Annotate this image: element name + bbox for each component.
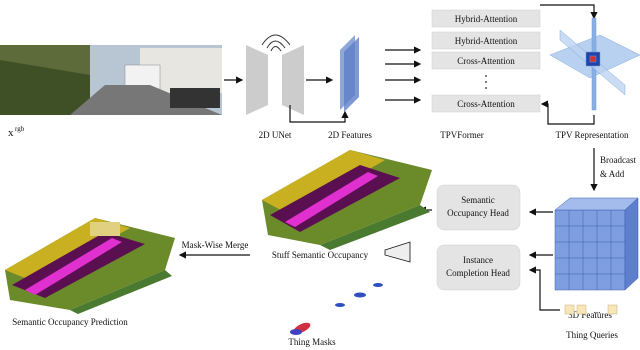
semantic-head-label: Occupancy Head bbox=[447, 208, 509, 218]
stuff-occupancy-map-part bbox=[285, 172, 378, 227]
features-2d-label: 2D Features bbox=[328, 130, 372, 140]
input-label: x bbox=[8, 127, 14, 139]
features-3d-shape-part bbox=[554, 197, 639, 211]
prediction-map-part bbox=[90, 222, 120, 236]
attention-blocks-part bbox=[431, 31, 541, 50]
tpv-label: TPV Representation bbox=[555, 130, 629, 140]
attention-blocks-part bbox=[485, 87, 487, 89]
attention-blocks-part bbox=[485, 81, 487, 83]
unet-shape-part bbox=[261, 34, 291, 52]
stuff-occupancy-map bbox=[262, 150, 432, 250]
thing-masks-shape-part bbox=[290, 329, 302, 335]
thing-queries-shape bbox=[564, 304, 618, 315]
thing-queries-shape-part bbox=[607, 304, 618, 315]
instance-head-box bbox=[436, 244, 521, 291]
ellipsis: ... bbox=[594, 305, 601, 315]
unet-label: 2D UNet bbox=[259, 130, 292, 140]
prediction-map bbox=[5, 218, 175, 314]
semantic-head-label: Semantic bbox=[461, 195, 495, 205]
unet-shape bbox=[246, 34, 304, 115]
attention-blocks-part bbox=[431, 51, 541, 70]
stuff-occupancy-map-part bbox=[262, 150, 385, 215]
attention-blocks-part bbox=[485, 75, 487, 77]
features-3d-shape-part bbox=[555, 210, 625, 290]
attention-label: Cross-Attention bbox=[457, 99, 515, 109]
thing-masks-shape-part bbox=[373, 283, 383, 287]
thing-masks-shape-part bbox=[335, 303, 345, 307]
arrow bbox=[540, 4, 598, 20]
instance-head-label: Instance bbox=[463, 255, 493, 265]
attention-label: Hybrid-Attention bbox=[455, 14, 518, 24]
tpv-shape bbox=[549, 17, 640, 111]
attention-label: Cross-Attention bbox=[457, 56, 515, 66]
attention-label: Hybrid-Attention bbox=[455, 36, 518, 46]
prediction-map-part bbox=[25, 238, 122, 295]
semantic-head-box bbox=[436, 184, 521, 231]
arrow bbox=[540, 100, 595, 125]
stuff-occupancy-map-part bbox=[320, 205, 430, 250]
thing-masks-shape bbox=[290, 241, 411, 335]
arrow bbox=[289, 105, 349, 123]
broadcast-label: Broadcast bbox=[600, 155, 636, 165]
features-3d-label: 3D Features bbox=[568, 310, 612, 320]
broadcast-label: & Add bbox=[600, 169, 625, 179]
instance-head-label: Completion Head bbox=[446, 268, 510, 278]
attention-blocks-part bbox=[431, 9, 541, 28]
thing-masks-shape-part bbox=[354, 292, 366, 298]
arrow bbox=[528, 266, 560, 311]
features-3d-shape-part bbox=[624, 197, 639, 291]
tpvformer-label: TPVFormer bbox=[440, 130, 484, 140]
prediction-map-part bbox=[70, 270, 172, 314]
unet-shape-part bbox=[246, 45, 268, 115]
attention-blocks-part bbox=[431, 94, 541, 113]
input-image-part bbox=[0, 60, 90, 115]
attention-blocks bbox=[431, 9, 541, 113]
stuff-label: Stuff Semantic Occupancy bbox=[272, 250, 369, 260]
thing-masks-shape-part bbox=[384, 241, 411, 263]
tpv-shape-part bbox=[589, 55, 597, 63]
thing-queries-label: Thing Queries bbox=[566, 330, 618, 340]
features-3d-shape bbox=[554, 197, 639, 291]
thing-masks-label: Thing Masks bbox=[288, 337, 336, 347]
input-image bbox=[0, 45, 222, 115]
unet-shape-part bbox=[282, 45, 304, 115]
thing-queries-shape-part bbox=[576, 304, 587, 315]
thing-queries-shape-part bbox=[564, 304, 575, 315]
input-superscript: rgb bbox=[15, 125, 25, 133]
prediction-label: Semantic Occupancy Prediction bbox=[12, 317, 128, 327]
merge-label: Mask-Wise Merge bbox=[182, 240, 249, 250]
features-2d-shape bbox=[340, 35, 359, 112]
features-2d-shape-part bbox=[344, 37, 359, 112]
input-image-part bbox=[170, 88, 220, 108]
features-3d-shape-part bbox=[554, 209, 626, 291]
